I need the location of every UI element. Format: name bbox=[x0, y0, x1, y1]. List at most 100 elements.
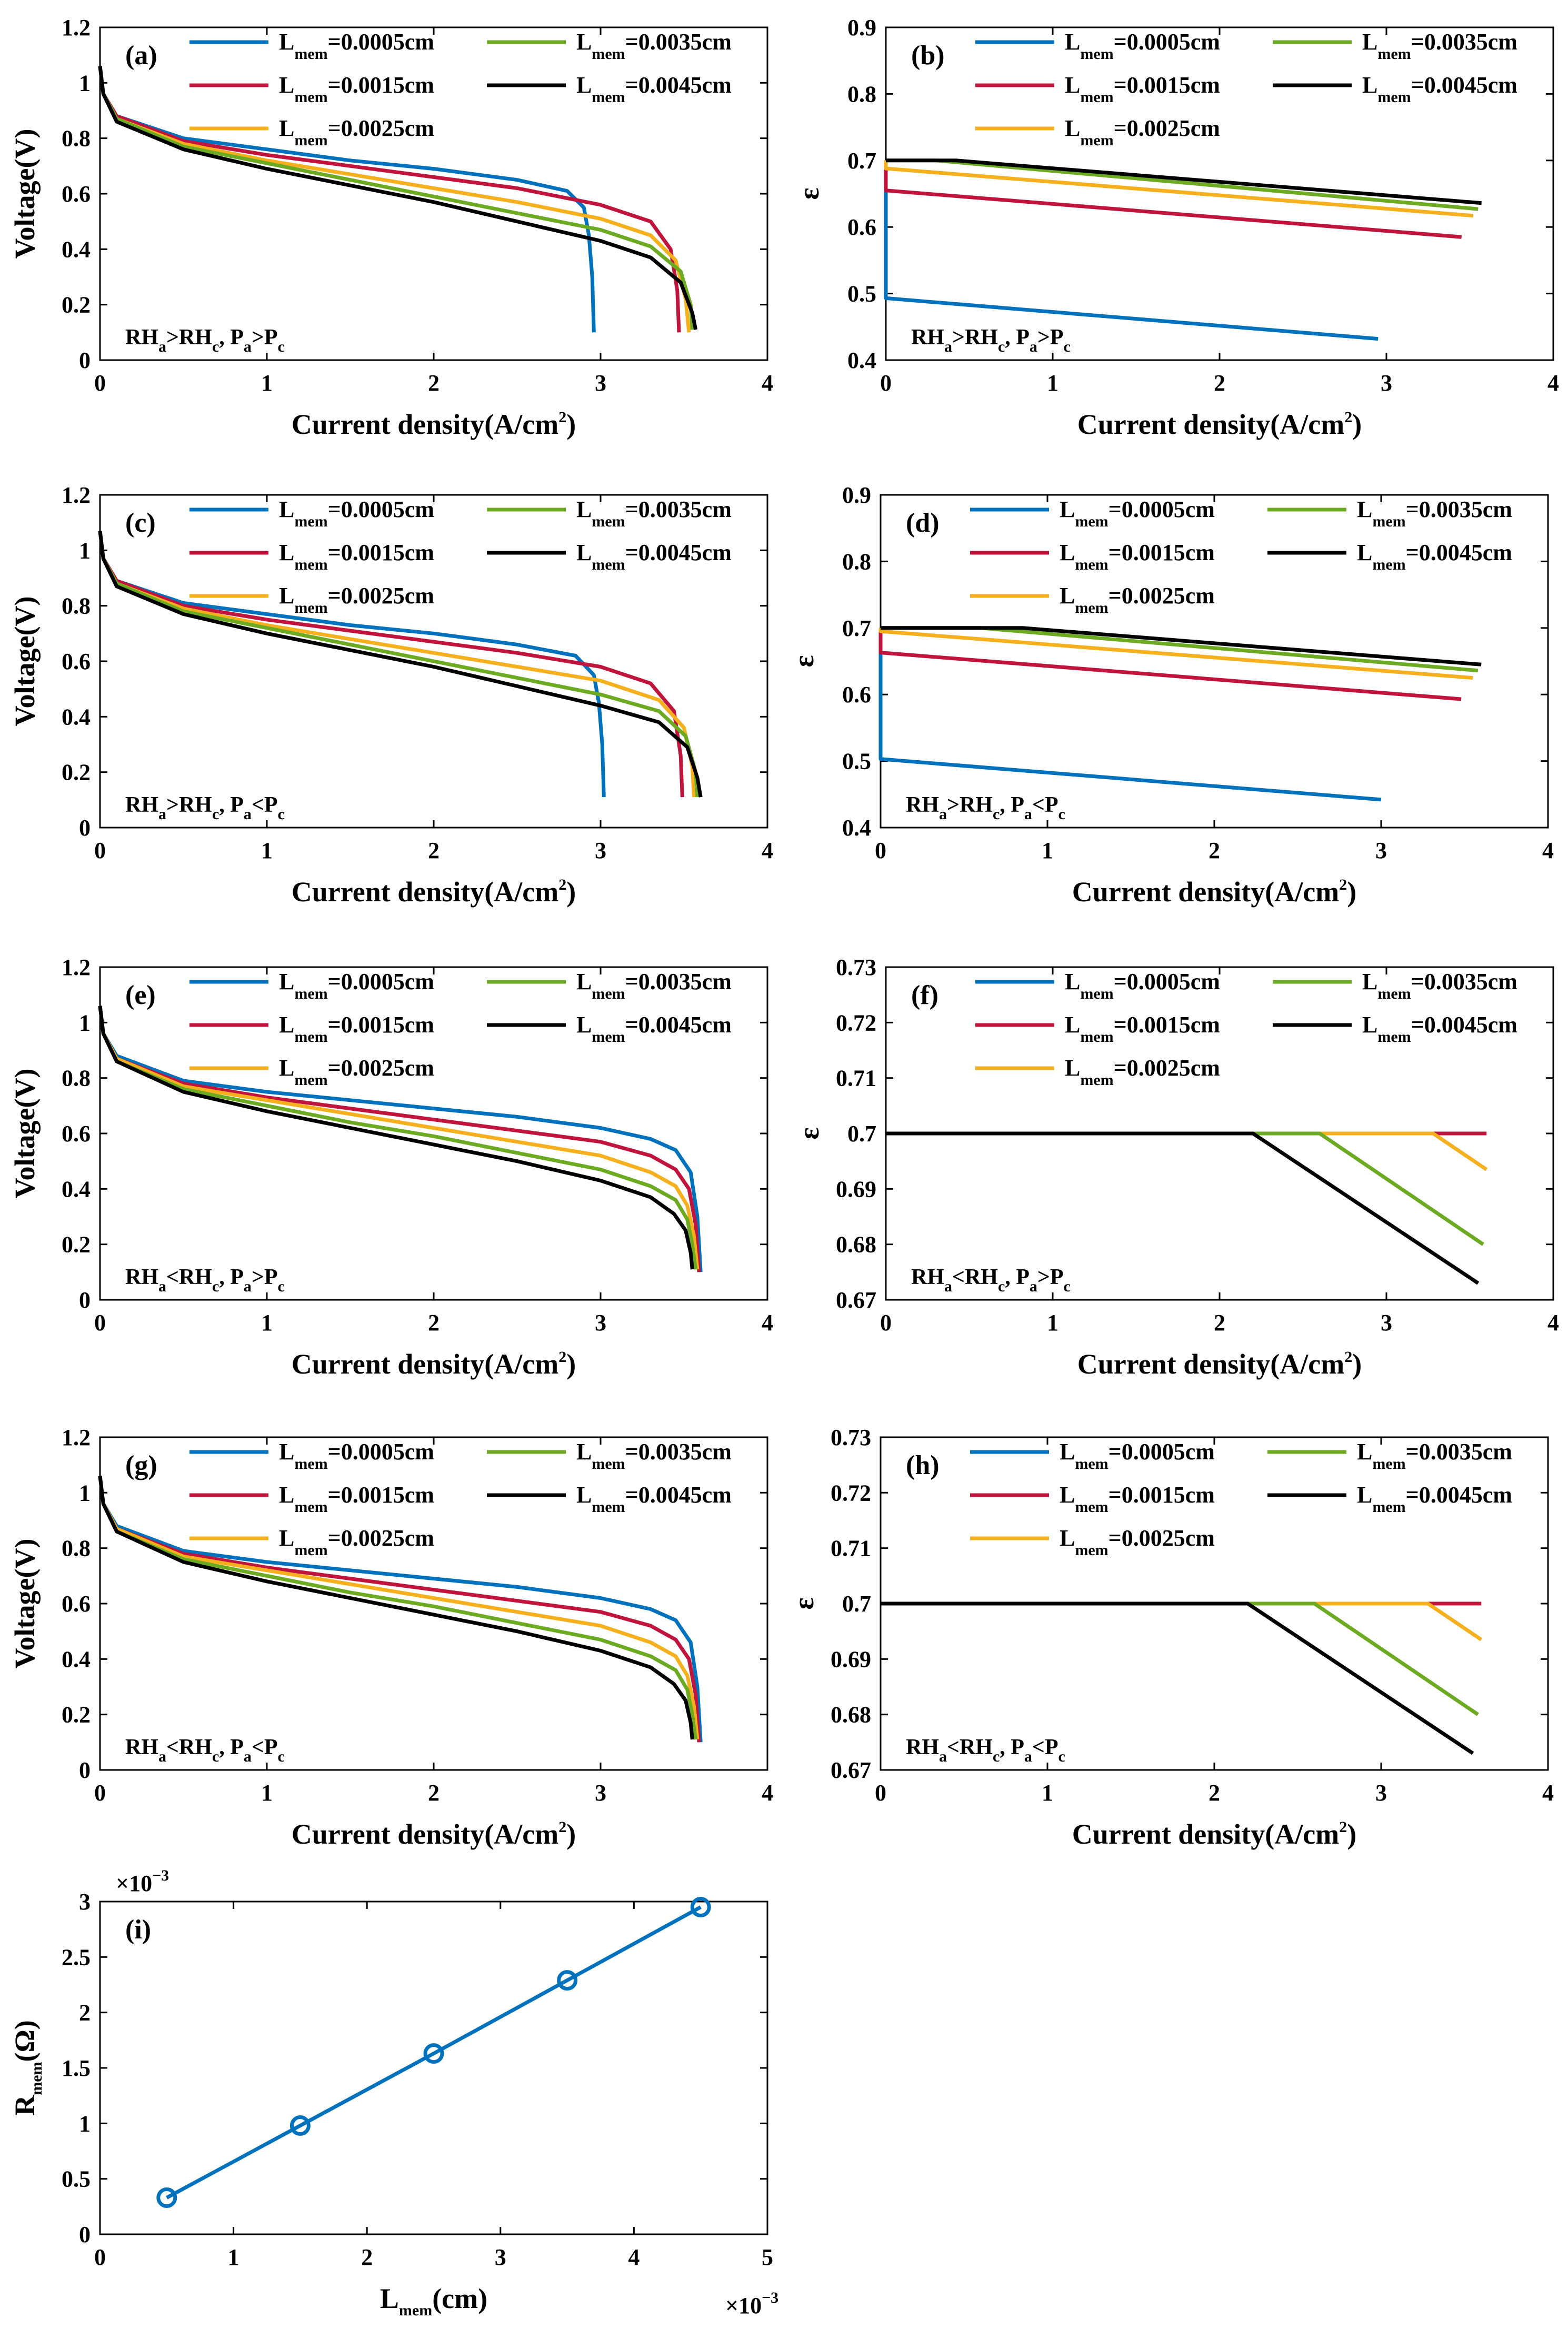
legend-subscript: mem bbox=[1080, 985, 1113, 1002]
data-point-marker bbox=[557, 1970, 578, 1991]
condition-sub: a bbox=[158, 1748, 166, 1765]
data-point-marker bbox=[156, 2187, 177, 2208]
y-tick-label: 0.7 bbox=[847, 1121, 876, 1147]
y-tick-label: 0.2 bbox=[62, 1232, 91, 1258]
condition-text: <P bbox=[252, 1735, 278, 1759]
legend-value: =0.0005cm bbox=[328, 1439, 434, 1465]
x-tick-label: 3 bbox=[495, 2244, 506, 2270]
y-tick-label: 0.7 bbox=[842, 615, 871, 641]
condition-text: , P bbox=[1000, 793, 1024, 817]
condition-text: , P bbox=[1005, 325, 1030, 350]
legend-subscript: mem bbox=[592, 556, 625, 573]
condition-text: RH bbox=[911, 1265, 944, 1289]
legend-subscript: mem bbox=[592, 1498, 625, 1516]
condition-sub: c bbox=[278, 1278, 285, 1295]
condition-sub: c bbox=[212, 1278, 219, 1295]
legend-label-L0005: Lmem=0.0005cm bbox=[279, 969, 434, 1002]
legend-subscript: mem bbox=[294, 45, 327, 63]
legend-subscript: mem bbox=[1377, 985, 1411, 1002]
legend-subscript: mem bbox=[1377, 45, 1411, 63]
y-tick-label: 0.72 bbox=[836, 1010, 876, 1036]
legend-prefix: L bbox=[576, 72, 592, 98]
x-label-close: ) bbox=[566, 409, 576, 440]
panel-label: (g) bbox=[125, 1450, 157, 1480]
legend-value: =0.0045cm bbox=[625, 1012, 732, 1038]
legend-subscript: mem bbox=[592, 45, 625, 63]
panel-b: 0 1 2 3 4 0.4 0.5 0.6 0.7 0.8 0.9 Current density(A… bbox=[793, 15, 1559, 440]
y-tick-label: 0.7 bbox=[847, 148, 876, 174]
y-axis-label: Voltage(V) bbox=[9, 1539, 41, 1669]
legend-value: =0.0035cm bbox=[1406, 1439, 1512, 1465]
legend-label-L0045: Lmem=0.0045cm bbox=[576, 1012, 732, 1046]
legend-subscript: mem bbox=[294, 599, 327, 616]
condition-sub: a bbox=[944, 1278, 952, 1295]
legend-subscript: mem bbox=[1372, 1498, 1405, 1516]
condition-sub: a bbox=[944, 338, 952, 355]
panel-c: 0 1 2 3 4 0 0.2 0.4 0.6 0.8 1 1.2 Current density(A/… bbox=[9, 482, 773, 908]
legend-subscript: mem bbox=[592, 985, 625, 1002]
legend-prefix: L bbox=[279, 969, 294, 994]
condition-sub: c bbox=[1064, 338, 1071, 355]
y-label-main: R bbox=[9, 2095, 41, 2116]
legend-value: =0.0005cm bbox=[328, 969, 434, 994]
legend-label-L0025: Lmem=0.0025cm bbox=[1065, 115, 1220, 149]
legend-value: =0.0045cm bbox=[625, 72, 732, 98]
y-exp-power: −3 bbox=[152, 1867, 169, 1884]
x-label-sup: 2 bbox=[558, 409, 566, 426]
legend-value: =0.0015cm bbox=[1108, 1482, 1215, 1508]
x-tick-label: 4 bbox=[1542, 838, 1554, 863]
x-tick-label: 3 bbox=[595, 370, 606, 396]
panel-g: 0 1 2 3 4 0 0.2 0.4 0.6 0.8 1 1.2 Current density(A/… bbox=[9, 1425, 773, 1850]
condition-annotation: RHa<RHc, Pa>Pc bbox=[911, 1265, 1071, 1295]
series-line-L0025 bbox=[98, 66, 691, 333]
legend-label-L0015: Lmem=0.0015cm bbox=[1060, 540, 1215, 573]
y-axis-label: ε bbox=[788, 1597, 820, 1609]
y-exp-base: ×10 bbox=[116, 1871, 152, 1896]
x-tick-label: 4 bbox=[762, 1310, 773, 1336]
legend-prefix: L bbox=[279, 1439, 294, 1465]
y-tick-label: 1 bbox=[79, 1480, 91, 1506]
legend-prefix: L bbox=[1060, 1525, 1075, 1551]
legend-prefix: L bbox=[279, 540, 294, 565]
legend-value: =0.0015cm bbox=[328, 1482, 434, 1508]
condition-text: <RH bbox=[952, 1265, 998, 1289]
legend-label-L0015: Lmem=0.0015cm bbox=[1065, 1012, 1220, 1046]
legend-subscript: mem bbox=[1372, 556, 1405, 573]
condition-text: RH bbox=[125, 793, 158, 817]
panel-label: (c) bbox=[125, 508, 156, 538]
legend-value: =0.0045cm bbox=[1411, 1012, 1517, 1038]
series-line-L0005 bbox=[878, 628, 1382, 802]
y-tick-label: 0.5 bbox=[842, 749, 871, 774]
y-tick-label: 1.5 bbox=[62, 2055, 91, 2081]
condition-sub: c bbox=[998, 338, 1005, 355]
x-exp-power: −3 bbox=[762, 2289, 778, 2306]
legend-value: =0.0025cm bbox=[1108, 1525, 1215, 1551]
legend-prefix: L bbox=[279, 1482, 294, 1508]
x-tick-label: 1 bbox=[261, 370, 273, 396]
y-tick-label: 0.72 bbox=[831, 1480, 871, 1506]
legend-value: =0.0025cm bbox=[328, 1525, 434, 1551]
legend-subscript: mem bbox=[592, 513, 625, 530]
x-tick-label: 4 bbox=[628, 2244, 640, 2270]
series-line-L0025 bbox=[884, 160, 1474, 218]
x-axis-label: Current density(A/cm2) bbox=[1072, 1818, 1356, 1850]
legend-value: =0.0045cm bbox=[1406, 1482, 1512, 1508]
x-tick-label: 4 bbox=[1547, 1310, 1559, 1336]
x-label-sup: 2 bbox=[558, 1818, 566, 1836]
condition-text: >RH bbox=[952, 325, 998, 350]
legend-subscript: mem bbox=[1372, 513, 1405, 530]
x-tick-label: 3 bbox=[1375, 838, 1387, 863]
series-line-L0045 bbox=[886, 1131, 1480, 1285]
condition-sub: a bbox=[158, 338, 166, 355]
x-label-main: Current density(A/cm bbox=[292, 1818, 558, 1850]
legend-label-L0005: Lmem=0.0005cm bbox=[1065, 29, 1220, 63]
series-line-L0045 bbox=[98, 531, 703, 798]
series-line-L0015 bbox=[878, 628, 1462, 701]
y-tick-label: 0.6 bbox=[62, 1591, 91, 1617]
condition-sub: c bbox=[993, 1748, 1000, 1765]
x-tick-label: 1 bbox=[1042, 1780, 1053, 1806]
x-tick-label: 2 bbox=[1214, 370, 1225, 396]
legend-subscript: mem bbox=[294, 513, 327, 530]
